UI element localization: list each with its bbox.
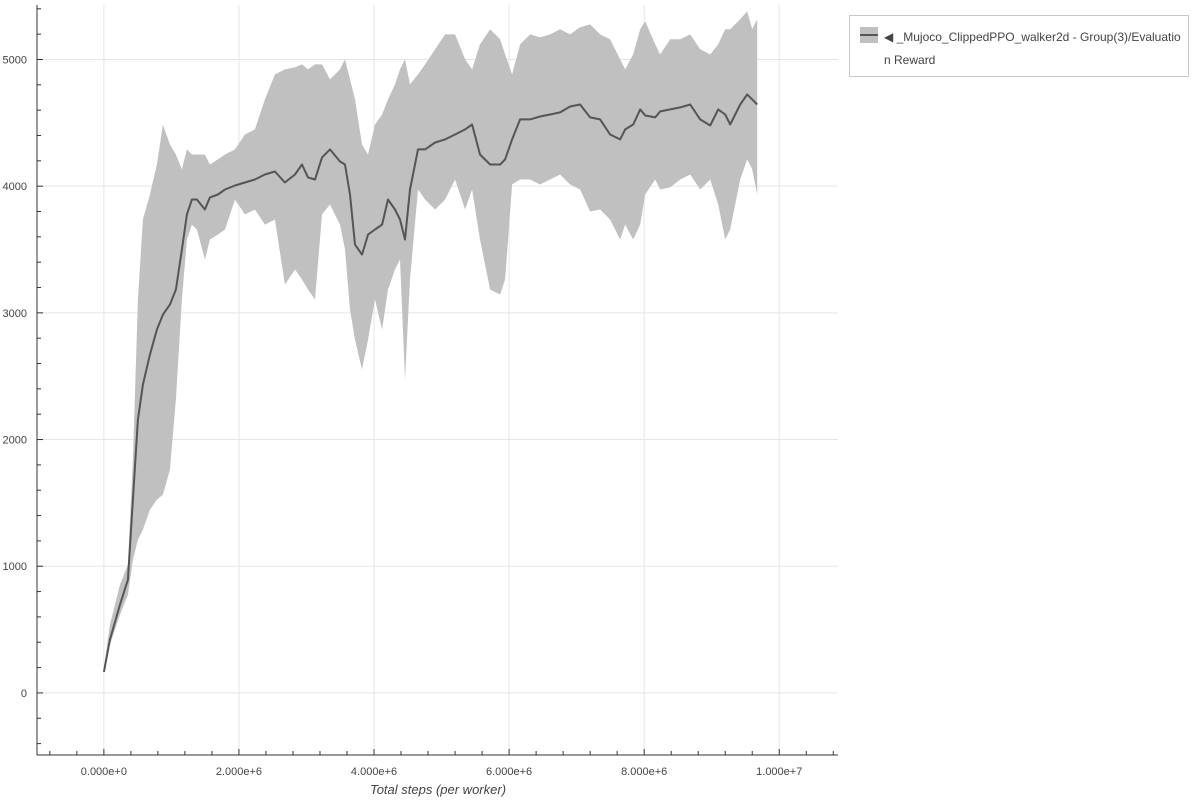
- y-axis-ticks: 0 1000 2000 3000 4000 5000: [3, 8, 43, 745]
- x-tick-label: 1.000e+7: [756, 766, 802, 778]
- y-tick-label: 1000: [3, 561, 27, 573]
- x-axis-ticks: 0.000e+0 2.000e+6 4.000e+6 6.000e+6 8.000e+6…: [49, 749, 834, 778]
- series-line: [102, 93, 758, 673]
- axes: [36, 5, 838, 756]
- y-tick-label: 2000: [3, 435, 27, 447]
- legend-line-icon: [860, 34, 878, 36]
- x-tick-label: 8.000e+6: [621, 766, 667, 778]
- legend-label: ◀ _Mujoco_ClippedPPO_walker2d - Group(3)…: [884, 30, 1181, 67]
- y-tick-label: 0: [21, 688, 27, 700]
- x-tick-label: 6.000e+6: [486, 766, 532, 778]
- x-tick-label: 4.000e+6: [351, 766, 397, 778]
- series-band: [103, 11, 758, 672]
- x-axis-title: Total steps (per worker): [370, 782, 506, 797]
- mean-line: [102, 93, 758, 673]
- confidence-band: [103, 11, 758, 672]
- y-tick-label: 5000: [3, 54, 27, 66]
- legend: ◀ _Mujoco_ClippedPPO_walker2d - Group(3)…: [849, 15, 1189, 77]
- y-tick-label: 4000: [3, 181, 27, 193]
- x-tick-label: 0.000e+0: [81, 766, 127, 778]
- y-tick-label: 3000: [3, 308, 27, 320]
- x-tick-label: 2.000e+6: [216, 766, 262, 778]
